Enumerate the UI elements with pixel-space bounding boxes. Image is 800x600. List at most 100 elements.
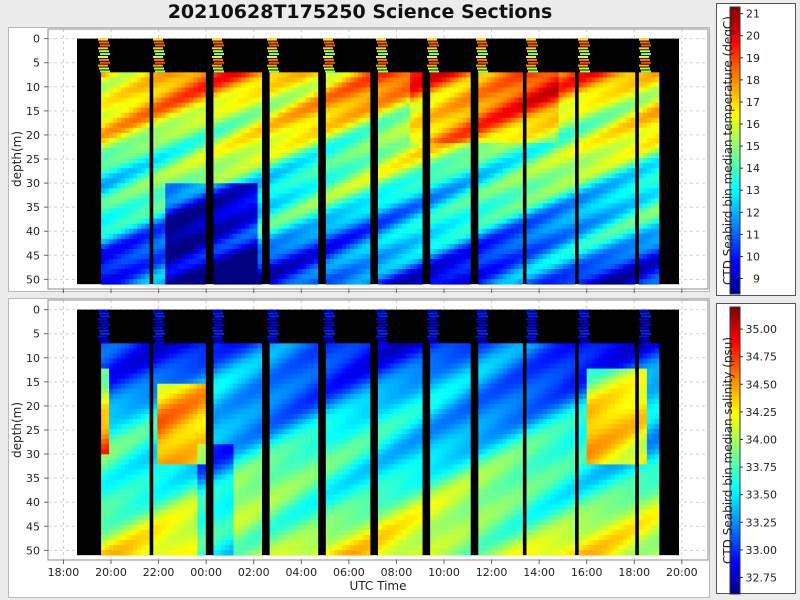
heatmap-cell	[606, 218, 612, 225]
heatmap-cell	[594, 77, 600, 83]
heatmap-cell	[478, 127, 483, 134]
heatmap-cell	[213, 87, 218, 93]
heatmap-cell	[169, 132, 174, 139]
heatmap-cell	[490, 203, 495, 209]
heatmap-cell	[341, 173, 347, 179]
heatmap-cell	[253, 127, 258, 134]
heatmap-cell	[486, 158, 491, 164]
chart-title: 20210628T175250 Science Sections	[167, 1, 553, 23]
heatmap-cell	[390, 258, 395, 265]
heatmap-cell	[558, 158, 564, 164]
heatmap-cell	[113, 92, 118, 98]
heatmap-cell	[386, 188, 391, 194]
heatmap-cell	[606, 142, 612, 149]
heatmap-cell	[113, 264, 118, 270]
heatmap-cell	[313, 92, 319, 98]
heatmap-cell	[137, 122, 142, 129]
heatmap-cell	[594, 279, 600, 285]
heatmap-cell	[390, 233, 395, 240]
heatmap-cell	[105, 258, 110, 265]
heatmap-cell	[550, 173, 555, 179]
heatmap-cell	[141, 92, 146, 98]
heatmap-cell	[502, 223, 507, 230]
heatmap-cell	[510, 279, 515, 285]
heatmap-cell	[153, 112, 158, 119]
heatmap-cell	[610, 173, 616, 179]
heatmap-cell	[101, 127, 106, 134]
heatmap-cell	[349, 147, 355, 154]
heatmap-cell	[229, 264, 234, 270]
heatmap-cell	[133, 188, 138, 194]
heatmap-cell	[301, 142, 307, 149]
heatmap-cell	[197, 163, 202, 169]
heatmap-cell	[410, 173, 415, 179]
heatmap-cell	[117, 168, 122, 174]
heatmap-cell	[333, 92, 339, 98]
heatmap-cell	[546, 243, 551, 250]
heatmap-cell	[462, 218, 467, 225]
heatmap-cell	[478, 248, 483, 255]
heatmap-cell	[514, 213, 519, 220]
heatmap-cell	[233, 97, 238, 103]
heatmap-cell	[245, 198, 250, 204]
heatmap-cell	[237, 72, 242, 78]
heatmap-cell	[478, 213, 483, 220]
heatmap-cell	[566, 213, 572, 220]
heatmap-cell	[526, 77, 531, 83]
heatmap-cell	[233, 208, 238, 214]
heatmap-cell	[249, 102, 254, 109]
heatmap-cell	[382, 198, 387, 204]
heatmap-cell	[325, 218, 331, 225]
heatmap-cell	[562, 188, 568, 194]
heatmap-cell	[245, 173, 250, 179]
heatmap-cell	[181, 173, 186, 179]
heatmap-cell	[249, 117, 254, 124]
heatmap-cell	[121, 198, 126, 204]
heatmap-cell	[482, 163, 487, 169]
heatmap-cell	[558, 218, 564, 225]
heatmap-cell	[233, 163, 238, 169]
heatmap-cell	[233, 203, 238, 209]
heatmap-cell	[189, 127, 194, 134]
heatmap-cell	[546, 193, 551, 199]
heatmap-cell	[482, 253, 487, 260]
heatmap-cell	[630, 107, 636, 114]
heatmap-cell	[333, 127, 339, 134]
heatmap-cell	[297, 248, 303, 255]
heatmap-cell	[169, 193, 174, 199]
heatmap-cell	[590, 269, 596, 275]
heatmap-cell	[402, 213, 407, 220]
heatmap-cell	[614, 203, 620, 209]
heatmap-cell	[530, 193, 535, 199]
heatmap-cell	[157, 213, 162, 220]
heatmap-cell	[542, 223, 547, 230]
heatmap-cell	[542, 193, 547, 199]
heatmap-cell	[313, 208, 319, 214]
heatmap-cell	[165, 258, 170, 265]
heatmap-cell	[105, 97, 110, 103]
heatmap-cell	[534, 147, 539, 154]
heatmap-cell	[153, 117, 158, 124]
heatmap-cell	[570, 208, 576, 214]
heatmap-cell	[101, 264, 106, 270]
heatmap-cell	[121, 279, 126, 285]
heatmap-cell	[101, 137, 106, 144]
heatmap-cell	[273, 188, 279, 194]
heatmap-cell	[353, 173, 359, 179]
heatmap-cell	[325, 168, 331, 174]
heatmap-cell	[430, 132, 435, 139]
heatmap-cell	[586, 228, 592, 235]
heatmap-cell	[586, 102, 592, 109]
heatmap-cell	[486, 137, 491, 144]
heatmap-cell	[345, 274, 351, 280]
heatmap-cell	[394, 147, 399, 154]
heatmap-cell	[462, 228, 467, 235]
heatmap-cell	[357, 117, 363, 124]
heatmap-cell	[157, 188, 162, 194]
heatmap-cell	[542, 243, 547, 250]
heatmap-cell	[305, 253, 311, 260]
heatmap-cell	[181, 218, 186, 225]
heatmap-cell	[550, 233, 555, 240]
heatmap-cell	[129, 112, 134, 119]
heatmap-cell	[386, 132, 391, 139]
